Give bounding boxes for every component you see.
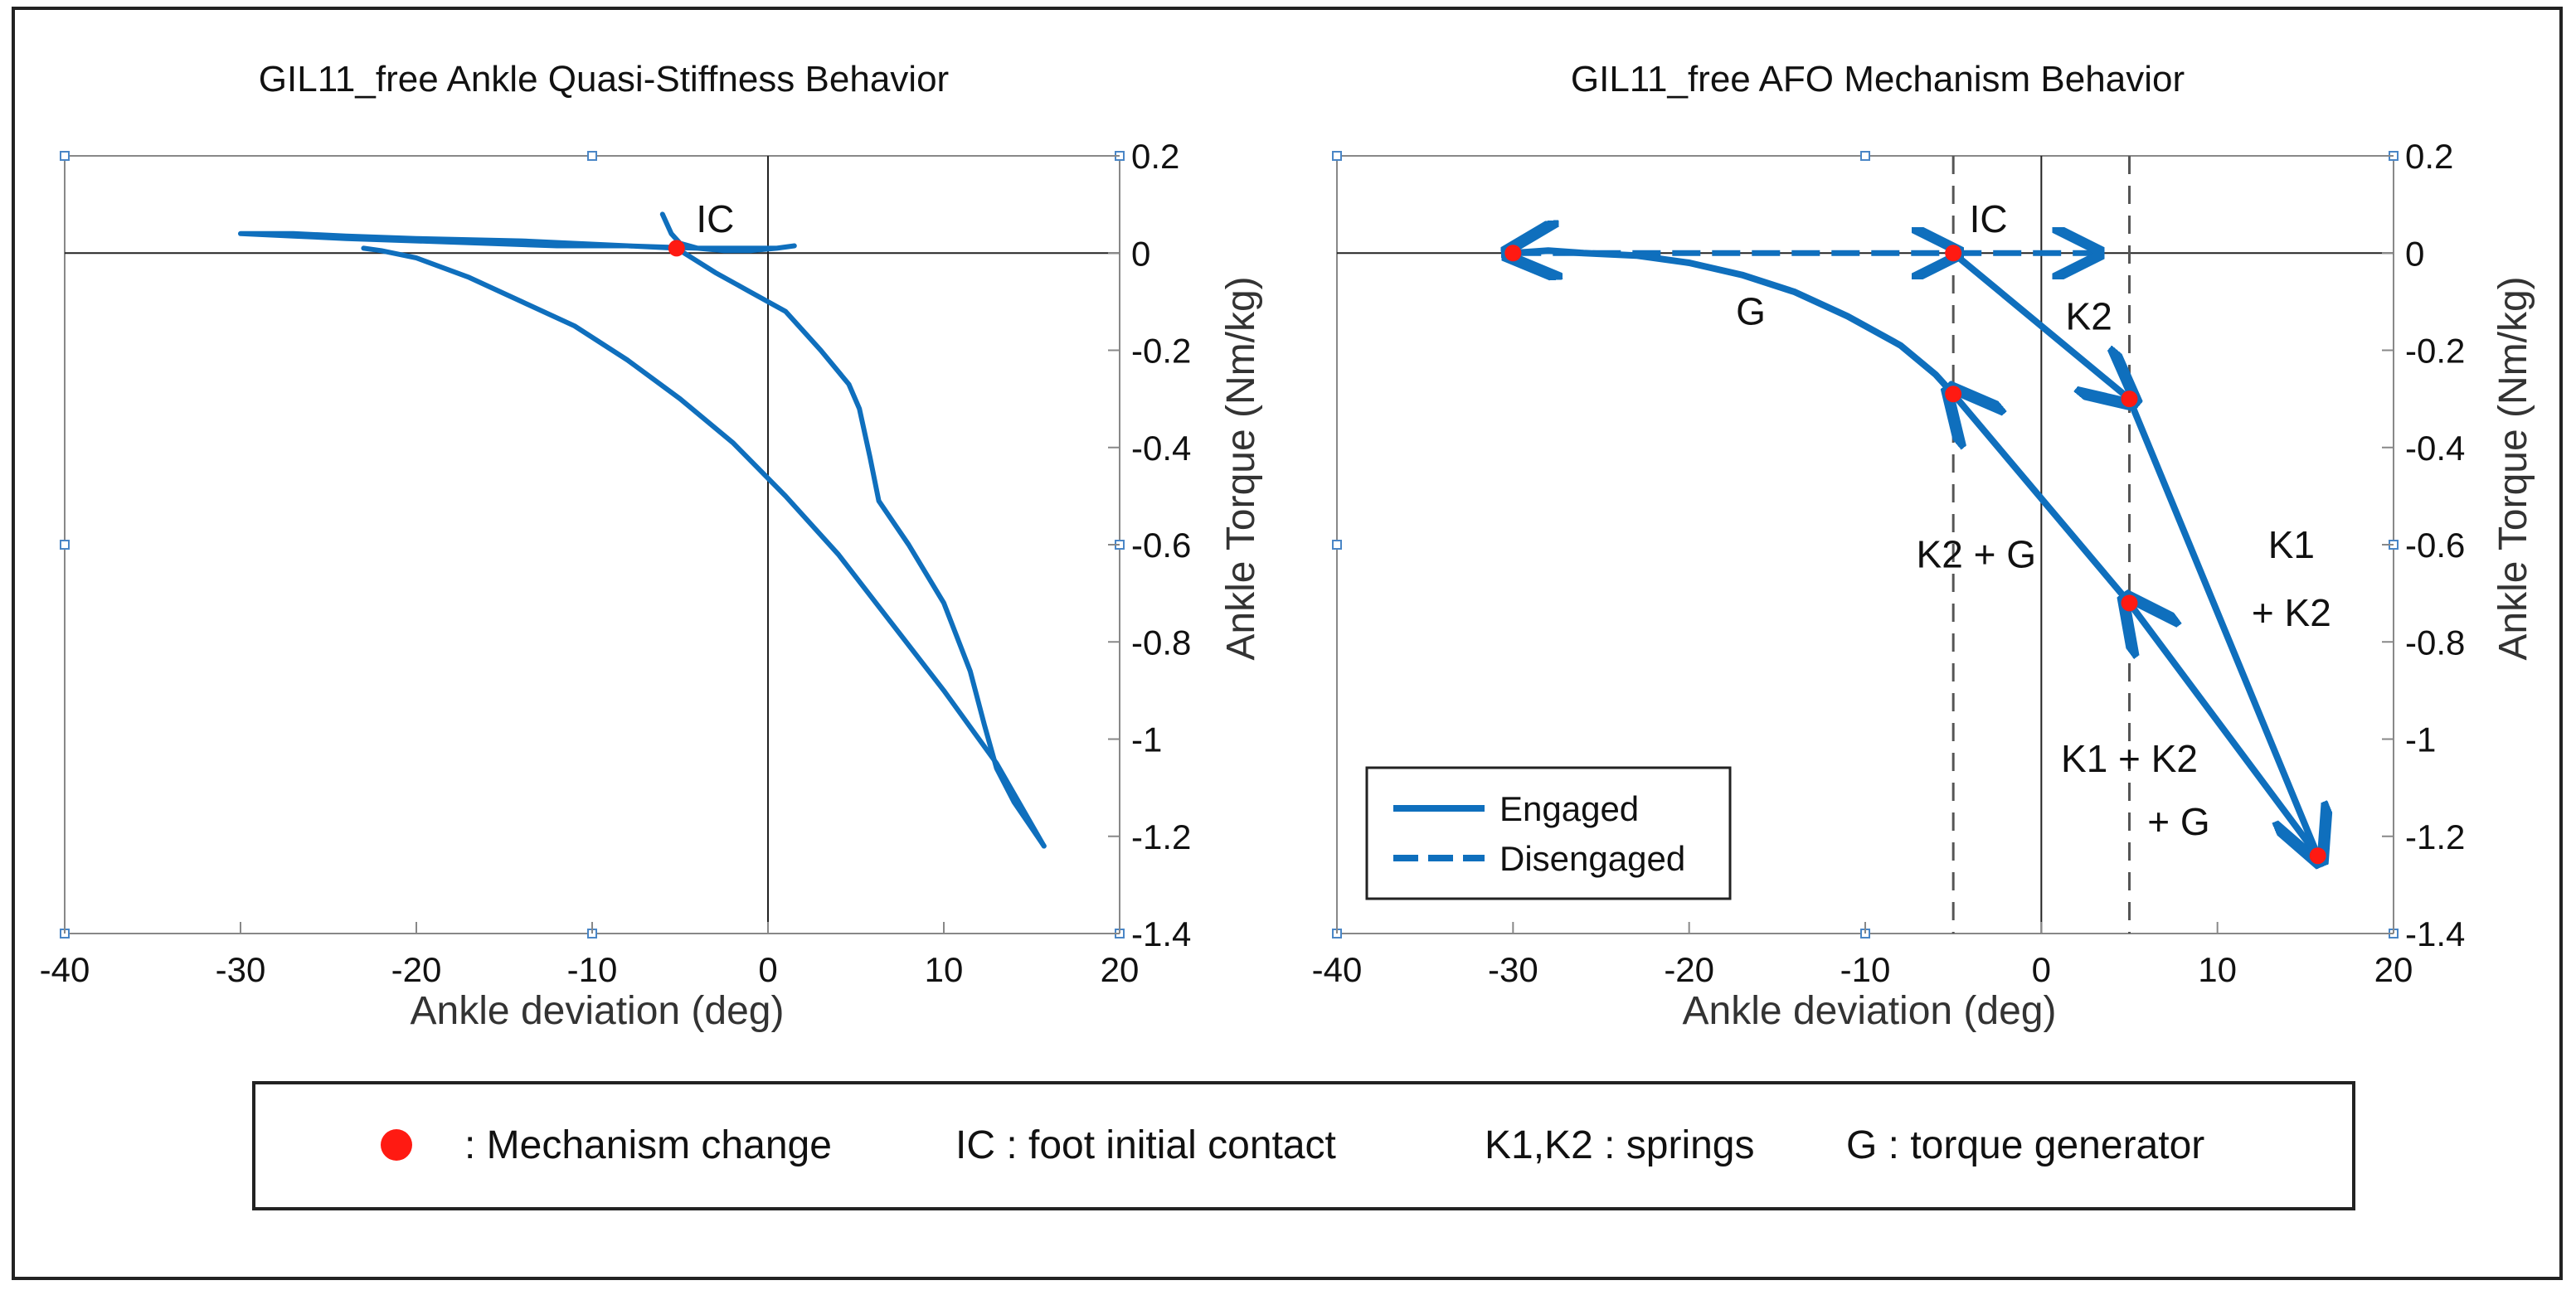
legend-disengaged-label: Disengaged bbox=[1499, 839, 1685, 878]
plot-area-frame bbox=[64, 155, 1120, 934]
y-tick-label: 0.2 bbox=[1131, 137, 1179, 176]
y-tick-label: -1.2 bbox=[1131, 817, 1191, 856]
y-tick-label: -0.6 bbox=[2405, 526, 2465, 565]
outer-frame bbox=[12, 7, 2563, 1280]
torque-curve bbox=[238, 211, 1047, 849]
mechanism-change-marker bbox=[2121, 594, 2138, 612]
x-tick-label: -20 bbox=[391, 950, 442, 989]
footer-mechanism-change: : Mechanism change bbox=[464, 1123, 832, 1167]
footer-legend: : Mechanism change IC : foot initial con… bbox=[252, 1081, 2355, 1210]
y-tick-label: 0 bbox=[2405, 234, 2424, 273]
x-tick-label: 10 bbox=[2198, 950, 2237, 989]
y-tick-label: -1 bbox=[2405, 720, 2436, 759]
x-tick-label: -30 bbox=[1488, 950, 1538, 989]
annotation-label: K2 + G bbox=[1917, 533, 2036, 576]
x-tick-label: 20 bbox=[2374, 950, 2413, 989]
x-tick-label: -10 bbox=[1840, 950, 1891, 989]
resize-handle-icon bbox=[1332, 151, 1342, 161]
mechanism-change-marker bbox=[1504, 245, 1522, 262]
mechanism-change-marker bbox=[668, 240, 685, 257]
resize-handle-icon bbox=[1332, 540, 1342, 550]
y-tick-label: -0.2 bbox=[1131, 332, 1191, 371]
panel1-title: GIL11_free Ankle Quasi-Stiffness Behavio… bbox=[259, 59, 949, 99]
x-tick-label: 0 bbox=[2032, 950, 2051, 989]
panel2-markers bbox=[1504, 245, 2326, 865]
y-tick-label: -1.4 bbox=[1131, 914, 1191, 953]
y-tick-label: -0.8 bbox=[1131, 623, 1191, 662]
engaged-segment bbox=[2126, 395, 2318, 856]
panel1-markers bbox=[668, 240, 685, 257]
panel-afo-mechanism: GIL11_free AFO Mechanism Behavior -40 -30… bbox=[1312, 59, 2535, 1033]
panel1-y-ticks: 0.2 0 -0.2 -0.4 -0.6 -0.8 -1 -1.2 -1.4 bbox=[1108, 137, 1191, 953]
panel2-annotations: IC G K2 K2 + G K1 + K2 K1 + K2 + G bbox=[1736, 197, 2331, 843]
resize-handle-icon bbox=[1860, 151, 1870, 161]
resize-handle-icon bbox=[587, 151, 597, 161]
engaged-segment bbox=[1950, 250, 2129, 399]
y-tick-label: -0.4 bbox=[2405, 429, 2465, 468]
annotation-label: K1 bbox=[2268, 523, 2315, 566]
resize-handle-icon bbox=[60, 151, 70, 161]
legend-box bbox=[1365, 766, 1732, 900]
x-tick-label: -40 bbox=[1312, 950, 1363, 989]
panel1-axes bbox=[60, 151, 1125, 939]
panel-quasi-stiffness: GIL11_free Ankle Quasi-Stiffness Behavio… bbox=[40, 59, 1263, 1033]
panel1-x-ticks: -40 -30 -20 -10 0 10 20 bbox=[40, 922, 1140, 989]
panel1-series bbox=[238, 211, 1047, 849]
y-tick-label: -0.8 bbox=[2405, 623, 2465, 662]
y-tick-label: -1 bbox=[1131, 720, 1162, 759]
footer-generator: G : torque generator bbox=[1846, 1123, 2204, 1167]
annotation-label: IC bbox=[1970, 197, 2008, 240]
x-tick-label: -20 bbox=[1664, 950, 1714, 989]
engaged-segment bbox=[1513, 250, 1957, 398]
annotation-label: K2 bbox=[2066, 294, 2112, 337]
footer-legend-box bbox=[252, 1081, 2355, 1210]
mechanism-change-marker bbox=[1945, 245, 1962, 262]
panel2-y-axis-label: Ankle Torque (Nm/kg) bbox=[2491, 276, 2535, 660]
torque-curve bbox=[361, 245, 1047, 849]
x-tick-label: -10 bbox=[567, 950, 618, 989]
panel1-annotations: IC bbox=[696, 197, 734, 240]
panel2-title: GIL11_free AFO Mechanism Behavior bbox=[1571, 59, 2185, 99]
mechanism-change-marker bbox=[2309, 847, 2326, 865]
annotation-label: + K2 bbox=[2252, 591, 2331, 634]
y-tick-label: -1.4 bbox=[2405, 914, 2465, 953]
x-tick-label: -30 bbox=[216, 950, 266, 989]
y-tick-label: 0.2 bbox=[2405, 137, 2453, 176]
x-tick-label: -40 bbox=[40, 950, 90, 989]
resize-handle-icon bbox=[60, 540, 70, 550]
panel1-x-axis-label: Ankle deviation (deg) bbox=[411, 989, 785, 1033]
legend-engaged-label: Engaged bbox=[1499, 789, 1639, 828]
y-tick-label: -0.4 bbox=[1131, 429, 1191, 468]
y-tick-label: 0 bbox=[1131, 234, 1150, 273]
annotation-label: IC bbox=[696, 197, 734, 240]
panel2-x-ticks: -40 -30 -20 -10 0 10 20 bbox=[1312, 922, 2413, 989]
panel2-engaged-segments bbox=[1513, 250, 2317, 856]
mechanism-change-dot-icon bbox=[381, 1129, 412, 1161]
panel1-y-axis-label: Ankle Torque (Nm/kg) bbox=[1219, 276, 1263, 660]
footer-ic: IC : foot initial contact bbox=[955, 1123, 1336, 1167]
panel2-legend: Engaged Disengaged bbox=[1365, 766, 1732, 900]
panel2-y-ticks: 0.2 0 -0.2 -0.4 -0.6 -0.8 -1 -1.2 -1.4 bbox=[2382, 137, 2465, 953]
x-tick-label: 20 bbox=[1101, 950, 1140, 989]
footer-springs: K1,K2 : springs bbox=[1485, 1123, 1755, 1167]
mechanism-change-marker bbox=[1945, 386, 1962, 403]
y-tick-label: -0.2 bbox=[2405, 332, 2465, 371]
annotation-label: K1 + K2 bbox=[2061, 737, 2198, 780]
y-tick-label: -1.2 bbox=[2405, 817, 2465, 856]
annotation-label: G bbox=[1736, 290, 1766, 333]
mechanism-change-marker bbox=[2121, 390, 2138, 408]
panel2-x-axis-label: Ankle deviation (deg) bbox=[1683, 989, 2057, 1033]
annotation-label: + G bbox=[2147, 800, 2209, 843]
engaged-segment bbox=[2130, 603, 2321, 860]
x-tick-label: 10 bbox=[925, 950, 964, 989]
y-tick-label: -0.6 bbox=[1131, 526, 1191, 565]
x-tick-label: 0 bbox=[758, 950, 777, 989]
panel2-threshold-lines bbox=[1951, 156, 2131, 934]
engaged-segment bbox=[1953, 394, 2133, 607]
